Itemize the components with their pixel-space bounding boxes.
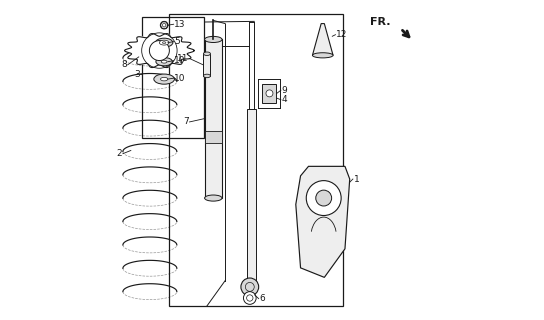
Text: 1: 1 <box>354 174 359 184</box>
Ellipse shape <box>159 40 169 45</box>
Circle shape <box>241 278 259 296</box>
Circle shape <box>150 41 169 60</box>
Text: 4: 4 <box>281 95 287 104</box>
Bar <box>142 17 204 138</box>
Ellipse shape <box>205 36 222 43</box>
Bar <box>169 14 343 306</box>
Circle shape <box>244 292 256 304</box>
Polygon shape <box>125 34 194 68</box>
Circle shape <box>163 23 166 27</box>
Text: 6: 6 <box>259 294 265 303</box>
Bar <box>205 132 222 142</box>
Text: 2: 2 <box>116 149 122 158</box>
Ellipse shape <box>156 38 173 47</box>
Ellipse shape <box>160 77 168 81</box>
Text: 10: 10 <box>174 56 186 65</box>
Text: 13: 13 <box>174 20 186 29</box>
Text: 12: 12 <box>336 30 348 39</box>
Text: 8: 8 <box>121 60 127 69</box>
Bar <box>205 39 222 198</box>
Circle shape <box>306 180 341 215</box>
Ellipse shape <box>161 60 167 63</box>
Ellipse shape <box>203 52 211 55</box>
Ellipse shape <box>163 42 166 44</box>
Ellipse shape <box>154 74 175 84</box>
Text: FR.: FR. <box>370 17 391 27</box>
Ellipse shape <box>312 53 333 58</box>
Bar <box>203 54 211 76</box>
Text: 3: 3 <box>134 70 140 79</box>
Ellipse shape <box>156 58 172 66</box>
Bar <box>246 109 256 281</box>
Circle shape <box>160 21 168 29</box>
Text: 5: 5 <box>174 37 180 46</box>
Ellipse shape <box>203 74 211 78</box>
Polygon shape <box>296 166 350 277</box>
Text: 7: 7 <box>183 117 189 126</box>
Ellipse shape <box>205 195 222 201</box>
Text: 9: 9 <box>281 86 287 95</box>
Polygon shape <box>312 24 333 55</box>
Text: 11: 11 <box>177 54 189 63</box>
Circle shape <box>316 190 332 206</box>
Bar <box>263 84 276 103</box>
Text: 10: 10 <box>174 74 186 83</box>
Circle shape <box>266 90 273 97</box>
